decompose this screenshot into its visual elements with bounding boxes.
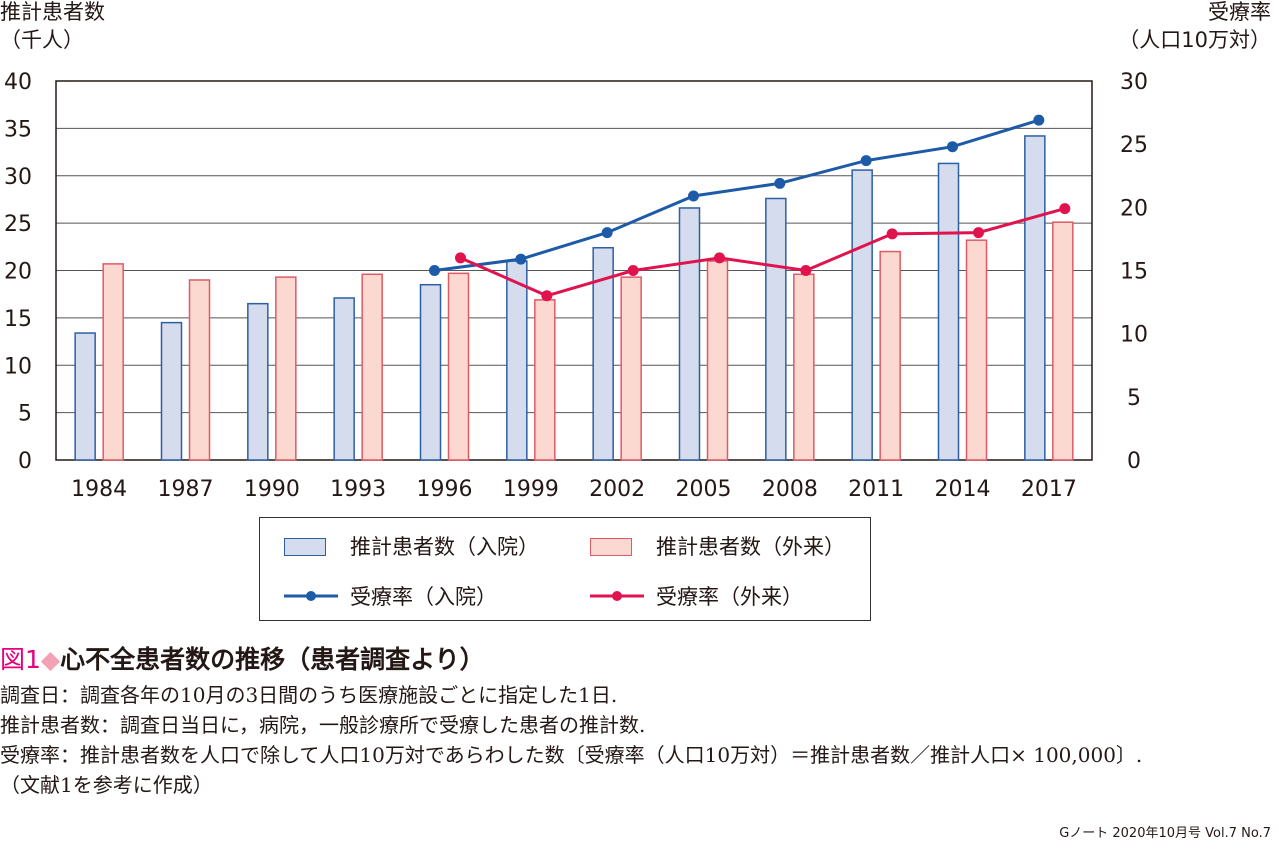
- left-tick-label: 40: [4, 70, 32, 95]
- x-tick-label: 1996: [417, 477, 473, 502]
- right-tick-label: 25: [1120, 133, 1148, 158]
- x-tick-label: 2005: [676, 477, 732, 502]
- point-outpatient-rate-3: [714, 252, 725, 264]
- legend-line-inpatient: [284, 591, 338, 601]
- right-tick-label: 0: [1127, 449, 1141, 474]
- left-axis-title-line2: （千人）: [0, 28, 84, 52]
- x-tick-label: 1987: [158, 477, 214, 502]
- x-tick-label: 2008: [762, 477, 818, 502]
- point-outpatient-rate-7: [1059, 203, 1071, 215]
- bar-inpatient-1999: [506, 260, 528, 461]
- bar-outpatient-2002: [620, 276, 642, 461]
- bar-inpatient-1990: [247, 302, 269, 461]
- plot-frame: [55, 80, 1093, 461]
- point-outpatient-rate-5: [886, 228, 898, 240]
- bar-outpatient-1987: [188, 279, 211, 461]
- point-inpatient-rate-1: [515, 253, 527, 265]
- bar-outpatient-2008: [793, 273, 815, 461]
- figure-title: 心不全患者数の推移（患者調査より）: [60, 645, 485, 674]
- left-tick-label: 0: [18, 449, 32, 474]
- x-tick-label: 1990: [244, 477, 300, 502]
- x-tick-label: 1993: [330, 477, 386, 502]
- point-outpatient-rate-4: [800, 265, 812, 276]
- x-tick-label: 1984: [71, 477, 127, 502]
- note-treatment-rate: 受療率：推計患者数を人口で除して人口10万対であらわした数〔受療率（人口10万対…: [0, 743, 1143, 767]
- left-axis-title-line1: 推計患者数: [0, 0, 105, 24]
- point-inpatient-rate-4: [774, 177, 786, 189]
- point-inpatient-rate-2: [601, 227, 613, 239]
- point-outpatient-rate-6: [973, 227, 984, 239]
- bar-outpatient-2011: [879, 250, 901, 461]
- note-reference: （文献1を参考に作成）: [0, 773, 213, 797]
- bar-outpatient-1993: [361, 273, 383, 461]
- note-estimated-patients: 推計患者数：調査日当日に，病院，一般診療所で受療した患者の推計数.: [0, 713, 646, 737]
- point-inpatient-rate-0: [429, 265, 440, 276]
- bar-inpatient-1984: [74, 332, 96, 461]
- bar-inpatient-1987: [160, 321, 183, 461]
- right-axis-title-line2: （人口10万対）: [1118, 28, 1271, 52]
- left-tick-label: 30: [4, 165, 32, 190]
- left-tick-label: 35: [4, 117, 32, 142]
- bar-inpatient-2002: [592, 247, 614, 461]
- left-tick-label: 5: [18, 402, 32, 427]
- line-inpatient-rate: [434, 118, 1040, 272]
- legend-label-inpatient-line: 受療率（入院）: [350, 585, 497, 609]
- point-inpatient-rate-5: [860, 155, 872, 167]
- x-tick-label: 2014: [935, 477, 991, 502]
- x-tick-label: 1999: [503, 477, 559, 502]
- figure-caption: 図1◆心不全患者数の推移（患者調査より）: [0, 640, 485, 676]
- bar-inpatient-2011: [851, 169, 873, 461]
- bar-outpatient-1999: [534, 299, 556, 461]
- note-survey-date: 調査日：調査各年の10月の3日間のうち医療施設ごとに指定した1日.: [0, 683, 618, 707]
- left-axis-title: 推計患者数 （千人）: [0, 0, 105, 54]
- legend-label-outpatient-line: 受療率（外来）: [656, 585, 803, 609]
- right-axis-title-line1: 受療率: [1208, 0, 1271, 24]
- legend-label-outpatient-bar: 推計患者数（外来）: [656, 535, 845, 559]
- legend-swatch-inpatient-bar: [284, 538, 326, 556]
- point-inpatient-rate-7: [1033, 114, 1045, 126]
- legend-label-inpatient-bar: 推計患者数（入院）: [350, 535, 539, 559]
- legend-line-outpatient: [590, 591, 644, 601]
- bar-outpatient-1996: [447, 272, 470, 461]
- left-tick-label: 15: [4, 307, 32, 332]
- bar-inpatient-2017: [1024, 135, 1046, 461]
- bar-inpatient-2005: [678, 207, 701, 461]
- point-outpatient-rate-0: [455, 252, 466, 264]
- bar-outpatient-1990: [275, 276, 297, 461]
- point-outpatient-rate-2: [627, 265, 639, 276]
- line-outpatient-rate: [459, 207, 1066, 298]
- point-inpatient-rate-6: [947, 141, 958, 153]
- bar-inpatient-2014: [937, 162, 960, 461]
- right-tick-label: 30: [1120, 70, 1148, 95]
- bar-outpatient-2017: [1052, 221, 1074, 461]
- right-tick-label: 20: [1120, 196, 1148, 221]
- left-tick-label: 10: [4, 354, 32, 379]
- publication-footer: Gノート 2020年10月号 Vol.7 No.7: [1059, 826, 1271, 841]
- left-tick-label: 25: [4, 212, 32, 237]
- point-outpatient-rate-1: [541, 290, 553, 302]
- legend-swatch-outpatient-bar: [590, 538, 632, 556]
- point-inpatient-rate-3: [688, 190, 699, 202]
- right-tick-label: 15: [1120, 260, 1148, 285]
- caption-diamond-icon: ◆: [40, 645, 61, 674]
- x-tick-label: 2017: [1021, 477, 1077, 502]
- chart-legend: 推計患者数（入院） 推計患者数（外来） 受療率（入院） 受療率（外来）: [259, 517, 871, 621]
- bar-inpatient-1996: [419, 283, 442, 461]
- bar-inpatient-1993: [333, 297, 355, 461]
- bar-outpatient-2005: [706, 260, 729, 461]
- combo-chart: 0 5 10 15 20 25 30 35 40 0 5 10 15 20 25 30 1984 1987 1990…: [4, 70, 1148, 502]
- x-tick-label: 2011: [848, 477, 904, 502]
- figure-label: 図1: [0, 645, 41, 674]
- left-tick-label: 20: [4, 260, 32, 285]
- right-tick-label: 10: [1120, 323, 1148, 348]
- right-tick-label: 5: [1127, 386, 1141, 411]
- bar-outpatient-1984: [102, 263, 124, 461]
- right-axis-title: 受療率 （人口10万対）: [1118, 0, 1271, 54]
- bar-outpatient-2014: [965, 239, 988, 461]
- x-tick-label: 2002: [589, 477, 645, 502]
- bar-inpatient-2008: [765, 197, 787, 461]
